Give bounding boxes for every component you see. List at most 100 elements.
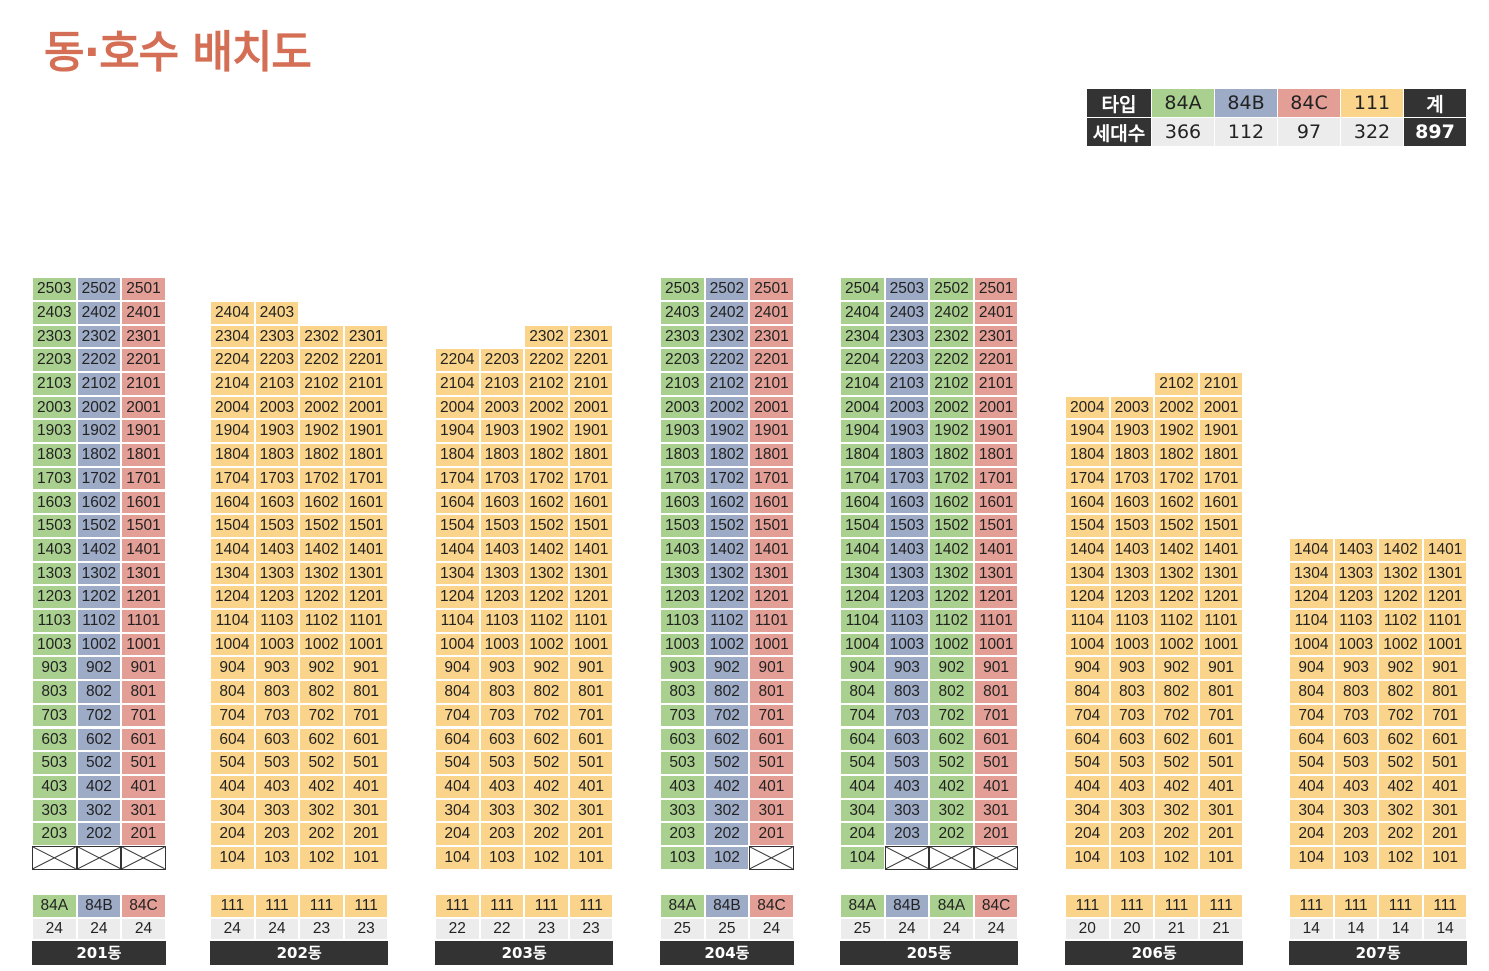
unit-cell[interactable]: 602 [524, 727, 569, 752]
unit-cell[interactable]: 1201 [568, 585, 614, 609]
unit-cell[interactable]: 1902 [1154, 419, 1199, 444]
unit-cell[interactable]: 2301 [121, 324, 166, 349]
unit-cell[interactable]: 1601 [749, 490, 794, 515]
unit-cell[interactable]: 302 [299, 798, 344, 823]
unit-cell[interactable]: 1502 [524, 514, 569, 538]
unit-cell[interactable]: 502 [704, 751, 750, 775]
unit-cell[interactable]: 2201 [973, 348, 1019, 372]
unit-cell[interactable]: 1103 [1333, 609, 1379, 633]
unit-cell[interactable]: 1503 [32, 514, 77, 538]
unit-cell[interactable]: 801 [121, 680, 166, 704]
unit-cell[interactable]: 402 [1154, 774, 1199, 799]
unit-cell[interactable]: 601 [973, 727, 1019, 752]
unit-cell[interactable]: 1004 [1065, 632, 1110, 657]
unit-cell[interactable]: 1102 [76, 609, 122, 633]
unit-cell[interactable]: 2002 [704, 395, 750, 420]
unit-cell[interactable]: 201 [973, 822, 1019, 846]
unit-cell[interactable]: 1804 [435, 443, 480, 467]
unit-cell[interactable]: 304 [840, 798, 885, 823]
unit-cell[interactable]: 2202 [704, 348, 750, 372]
unit-cell[interactable]: 203 [1333, 822, 1379, 846]
unit-cell[interactable]: 603 [1333, 727, 1379, 752]
unit-cell[interactable]: 1002 [704, 632, 750, 657]
unit-cell[interactable]: 2401 [973, 300, 1019, 325]
unit-cell[interactable]: 2002 [76, 395, 122, 420]
unit-cell[interactable]: 2104 [840, 372, 885, 396]
unit-cell[interactable]: 2502 [76, 277, 122, 301]
unit-cell[interactable]: 703 [254, 703, 300, 728]
unit-cell[interactable]: 804 [210, 680, 255, 704]
unit-cell[interactable]: 1103 [32, 609, 77, 633]
unit-cell[interactable]: 902 [1378, 656, 1423, 681]
unit-cell[interactable]: 1801 [568, 443, 614, 467]
unit-cell[interactable]: 104 [435, 846, 480, 870]
unit-cell[interactable]: 602 [76, 727, 122, 752]
unit-cell[interactable]: 1104 [210, 609, 255, 633]
unit-cell[interactable]: 1803 [479, 443, 525, 467]
unit-cell[interactable]: 403 [32, 774, 77, 799]
unit-cell[interactable]: 403 [479, 774, 525, 799]
unit-cell[interactable]: 1803 [254, 443, 300, 467]
unit-cell[interactable]: 503 [660, 751, 705, 775]
unit-cell[interactable]: 804 [840, 680, 885, 704]
unit-cell[interactable]: 1403 [1333, 537, 1379, 562]
unit-cell[interactable]: 603 [660, 727, 705, 752]
unit-cell[interactable]: 1402 [524, 537, 569, 562]
unit-cell[interactable]: 1602 [929, 490, 974, 515]
unit-cell[interactable]: 504 [1289, 751, 1334, 775]
unit-cell[interactable]: 2003 [1109, 395, 1155, 420]
unit-cell[interactable]: 1202 [76, 585, 122, 609]
unit-cell[interactable]: 1702 [704, 466, 750, 491]
unit-cell[interactable]: 1802 [704, 443, 750, 467]
unit-cell[interactable]: 1301 [1422, 561, 1468, 586]
unit-cell[interactable]: 1203 [1109, 585, 1155, 609]
unit-cell[interactable]: 1004 [435, 632, 480, 657]
unit-cell[interactable]: 2103 [660, 372, 705, 396]
unit-cell[interactable]: 1703 [660, 466, 705, 491]
unit-cell[interactable]: 2202 [76, 348, 122, 372]
unit-cell[interactable]: 1002 [524, 632, 569, 657]
unit-cell[interactable]: 902 [704, 656, 750, 681]
unit-cell[interactable]: 1001 [1198, 632, 1244, 657]
unit-cell[interactable]: 503 [1109, 751, 1155, 775]
unit-cell[interactable]: 2403 [254, 300, 300, 325]
unit-cell[interactable]: 201 [749, 822, 794, 846]
unit-cell[interactable]: 1904 [210, 419, 255, 444]
unit-cell[interactable]: 404 [1289, 774, 1334, 799]
unit-cell[interactable]: 1503 [1109, 514, 1155, 538]
unit-cell[interactable]: 1503 [660, 514, 705, 538]
unit-cell[interactable]: 1903 [1109, 419, 1155, 444]
unit-cell[interactable]: 1202 [929, 585, 974, 609]
unit-cell[interactable]: 1603 [884, 490, 930, 515]
unit-cell[interactable]: 501 [973, 751, 1019, 775]
unit-cell[interactable]: 1703 [1109, 466, 1155, 491]
unit-cell[interactable]: 904 [435, 656, 480, 681]
unit-cell[interactable]: 2203 [884, 348, 930, 372]
unit-cell[interactable]: 1704 [435, 466, 480, 491]
unit-cell[interactable]: 202 [1154, 822, 1199, 846]
unit-cell[interactable]: 801 [1198, 680, 1244, 704]
unit-cell[interactable]: 801 [973, 680, 1019, 704]
unit-cell[interactable]: 301 [121, 798, 166, 823]
unit-cell[interactable]: 401 [343, 774, 389, 799]
unit-cell[interactable]: 702 [929, 703, 974, 728]
unit-cell[interactable]: 503 [479, 751, 525, 775]
unit-cell[interactable]: 2502 [704, 277, 750, 301]
unit-cell[interactable]: 1201 [121, 585, 166, 609]
unit-cell[interactable]: 903 [254, 656, 300, 681]
unit-cell[interactable]: 2204 [435, 348, 480, 372]
unit-cell[interactable]: 501 [343, 751, 389, 775]
unit-cell[interactable]: 1102 [704, 609, 750, 633]
unit-cell[interactable]: 703 [1333, 703, 1379, 728]
unit-cell[interactable]: 604 [435, 727, 480, 752]
unit-cell[interactable]: 604 [840, 727, 885, 752]
unit-cell[interactable]: 2003 [660, 395, 705, 420]
unit-cell[interactable]: 904 [840, 656, 885, 681]
unit-cell[interactable]: 1302 [524, 561, 569, 586]
unit-cell[interactable]: 904 [210, 656, 255, 681]
unit-cell[interactable]: 102 [704, 846, 750, 870]
unit-cell[interactable]: 2203 [479, 348, 525, 372]
unit-cell[interactable]: 1601 [568, 490, 614, 515]
unit-cell[interactable]: 1101 [749, 609, 794, 633]
unit-cell[interactable]: 1302 [929, 561, 974, 586]
